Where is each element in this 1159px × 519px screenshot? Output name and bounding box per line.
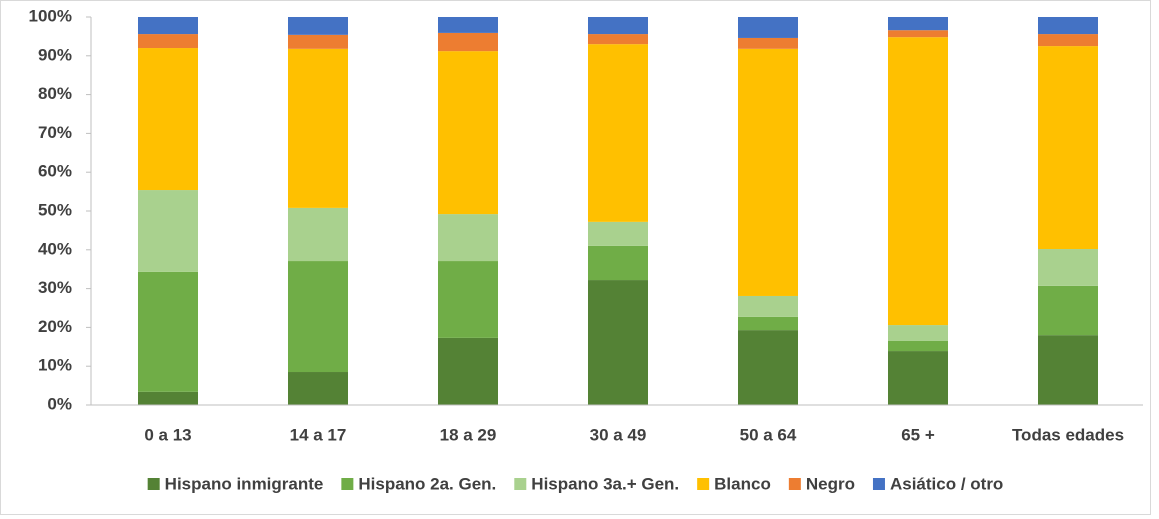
bar-segment [438,17,498,33]
bar-segment [288,372,348,405]
y-tick-label: 50% [38,200,72,219]
bar-segment [138,391,198,405]
bar-segment [888,351,948,405]
bar-segment [888,340,948,352]
legend-swatch [514,478,527,490]
bar-segment [1038,249,1098,286]
bar-segment [438,337,498,405]
y-tick-label: 90% [38,45,72,64]
legend-label: Hispano 3a.+ Gen. [531,474,679,493]
legend-label: Negro [806,474,855,493]
bar-segment [588,280,648,405]
legend-swatch [788,478,801,490]
legend-label: Hispano inmigrante [165,474,324,493]
x-tick-label: 30 a 49 [590,425,647,444]
x-tick-label: 0 a 13 [144,425,191,444]
x-tick-label: 50 a 64 [740,425,797,444]
y-tick-label: 100% [29,6,72,25]
bar-segment [438,214,498,262]
bar-segment [1038,17,1098,35]
bar-segment [1038,335,1098,405]
legend-swatch [147,478,160,490]
bar-segment [138,17,198,35]
bar-segment [738,330,798,405]
bar-segment [888,17,948,31]
bar-segment [1038,34,1098,47]
x-tick-label: Todas edades [1012,425,1124,444]
bar-segment [288,17,348,35]
y-tick-label: 60% [38,162,72,181]
bar-segment [738,48,798,296]
legend-swatch [872,478,885,490]
bar-segment [138,34,198,49]
bar-segment [738,295,798,317]
bar-segment [588,44,648,222]
y-tick-label: 0% [47,394,72,413]
bar-segment [588,34,648,45]
y-tick-label: 80% [38,84,72,103]
bar-segment [138,271,198,392]
x-tick-label: 65 + [901,425,935,444]
bar-segment [588,245,648,281]
bar-segment [438,261,498,338]
legend-swatch [697,478,710,490]
bar-segment [138,190,198,272]
y-tick-label: 10% [38,356,72,375]
bar-segment [588,17,648,35]
bar-segment [738,17,798,38]
y-tick-label: 20% [38,317,72,336]
bar-segment [288,34,348,49]
x-tick-label: 18 a 29 [440,425,497,444]
legend-label: Asiático / otro [890,474,1003,493]
bar-segment [438,51,498,215]
bar-segment [588,221,648,246]
bar-segment [288,48,348,208]
y-tick-label: 70% [38,123,72,142]
bar-segment [438,32,498,52]
y-tick-label: 40% [38,239,72,258]
legend-label: Blanco [714,474,771,493]
bar-segment [1038,46,1098,250]
bar-segment [888,37,948,326]
bar-segment [1038,285,1098,336]
bar-segment [738,37,798,49]
bar-segment [888,325,948,341]
legend-swatch [341,478,354,490]
bar-segment [138,48,198,191]
x-tick-label: 14 a 17 [290,425,347,444]
bar-segment [288,207,348,262]
bar-segment [738,316,798,331]
bar-segment [888,30,948,38]
legend-label: Hispano 2a. Gen. [358,474,496,493]
y-tick-label: 30% [38,278,72,297]
bar-segment [288,261,348,373]
